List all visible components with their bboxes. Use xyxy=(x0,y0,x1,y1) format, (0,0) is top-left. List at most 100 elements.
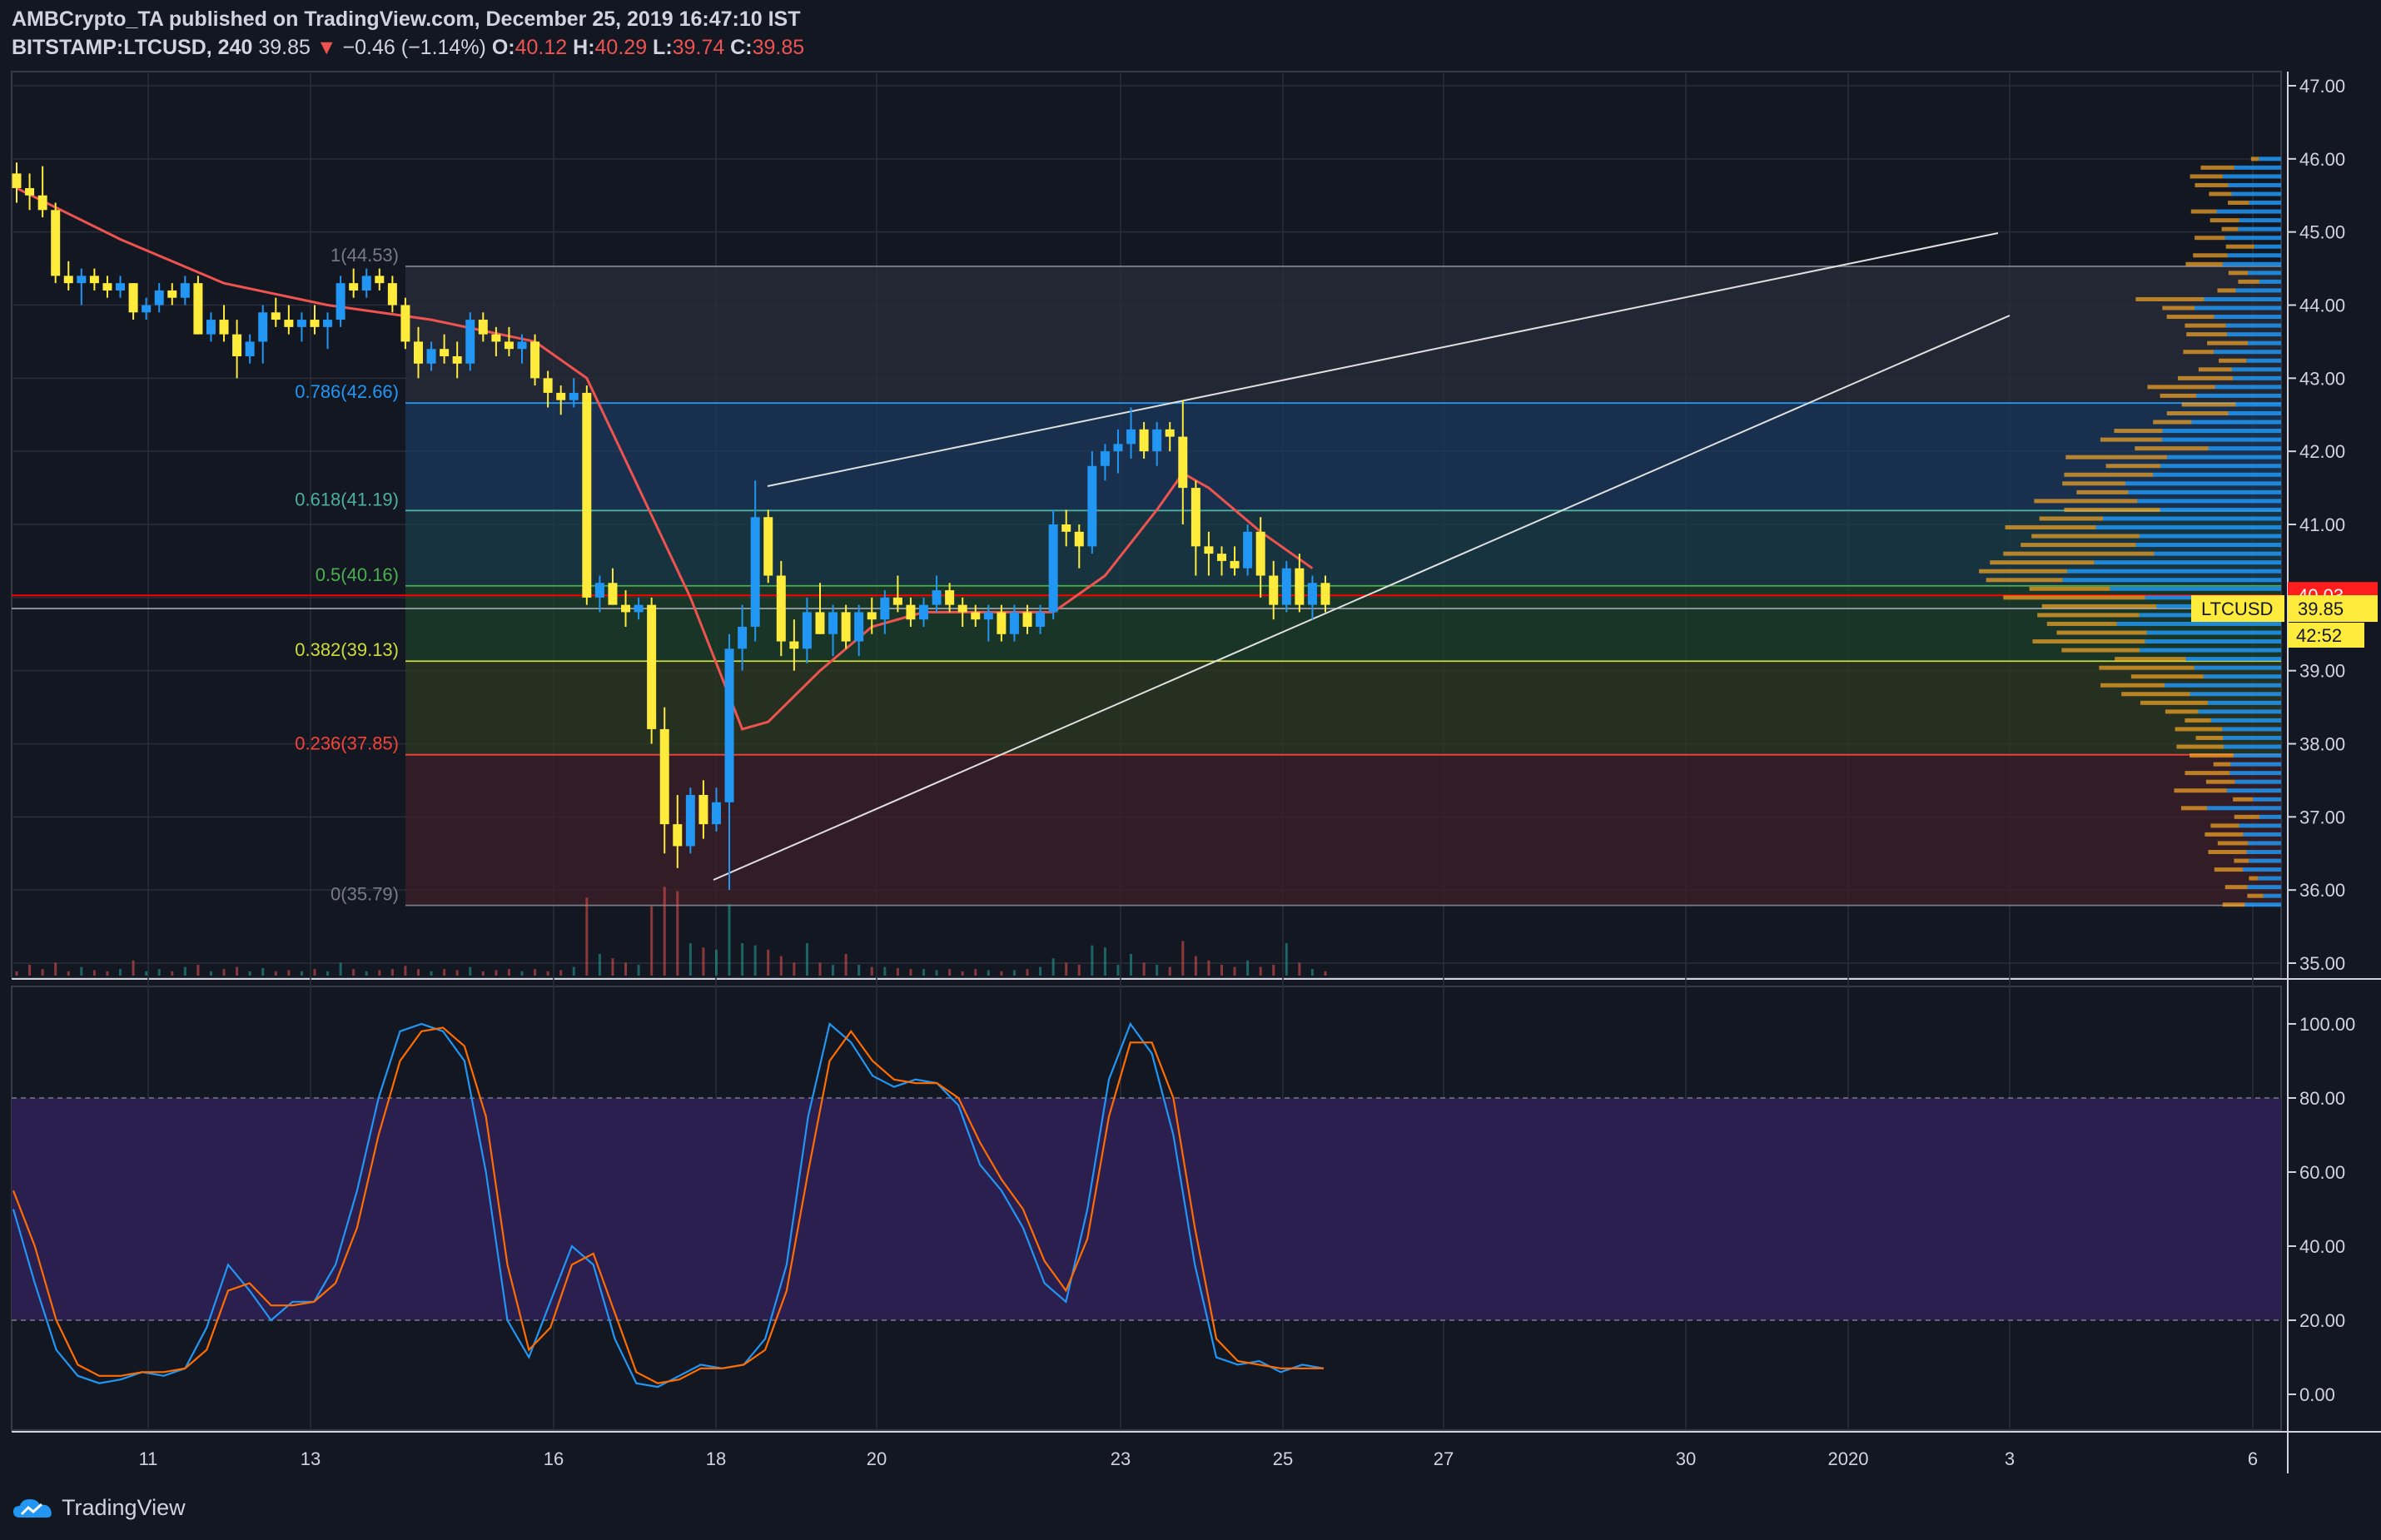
volume-profile-down xyxy=(2210,218,2239,223)
candle-body xyxy=(142,305,152,313)
volume-bar xyxy=(948,969,952,976)
candle-body xyxy=(167,290,177,298)
candle-body xyxy=(89,276,99,284)
candle-body xyxy=(634,604,644,613)
volume-bar xyxy=(1207,960,1210,976)
time-tick-label: 25 xyxy=(1273,1448,1293,1469)
volume-profile-down xyxy=(2181,402,2236,407)
volume-bar xyxy=(28,965,32,976)
volume-bar xyxy=(106,971,109,976)
candle-body xyxy=(284,320,294,327)
volume-profile-up xyxy=(2243,867,2281,872)
volume-profile-down xyxy=(2222,902,2245,907)
volume-profile-up xyxy=(2140,648,2281,653)
candle-body xyxy=(77,276,87,284)
price-tick-label: 38.00 xyxy=(2299,734,2345,755)
volume-profile-down xyxy=(2210,823,2239,828)
volume-bar xyxy=(546,971,549,976)
volume-bar xyxy=(1000,971,1003,976)
candle-body xyxy=(413,341,423,364)
volume-profile-down xyxy=(2003,551,2155,556)
volume-profile-up xyxy=(2247,885,2281,890)
candle-body xyxy=(271,312,281,320)
candle-body xyxy=(452,355,462,364)
volume-bar xyxy=(15,971,18,976)
countdown-tag xyxy=(2288,623,2364,648)
tradingview-logo[interactable]: TradingView xyxy=(12,1495,186,1521)
volume-profile-up xyxy=(2094,560,2281,565)
candle-body xyxy=(582,392,592,598)
candle-body xyxy=(932,590,942,605)
volume-bar xyxy=(1233,966,1236,976)
volume-profile-up xyxy=(2216,209,2281,214)
volume-profile-down xyxy=(2193,253,2228,258)
volume-profile-down xyxy=(2029,586,2110,591)
volume-bar xyxy=(339,962,342,976)
volume-bar xyxy=(883,966,887,976)
candle-body xyxy=(206,320,216,335)
volume-bar xyxy=(261,967,265,976)
volume-profile-up xyxy=(2139,534,2281,539)
candle-body xyxy=(815,612,825,634)
volume-bar xyxy=(559,970,563,976)
fib-level-label: 0.5(40.16) xyxy=(316,564,399,585)
price-tick-label: 45.00 xyxy=(2299,222,2345,243)
volume-bar xyxy=(818,962,822,976)
volume-bar xyxy=(1285,943,1288,976)
volume-profile-down xyxy=(2140,700,2208,705)
volume-profile-up xyxy=(2214,315,2281,320)
volume-profile-up xyxy=(2146,630,2281,635)
volume-profile-down xyxy=(2031,534,2140,539)
low-value: 39.74 xyxy=(672,36,725,59)
time-tick-label: 6 xyxy=(2248,1448,2258,1469)
volume-profile-down xyxy=(2130,674,2204,679)
volume-profile-down xyxy=(2233,797,2254,802)
volume-profile-up xyxy=(2254,244,2281,249)
volume-bar xyxy=(1168,966,1171,976)
volume-bar xyxy=(585,897,589,976)
candle-body xyxy=(957,604,967,613)
volume-profile-down xyxy=(2209,191,2232,196)
candle-body xyxy=(1022,612,1032,627)
volume-profile-down xyxy=(2076,489,2129,494)
volume-bar xyxy=(1077,965,1081,976)
volume-profile-down xyxy=(2228,271,2249,276)
volume-profile-down xyxy=(2200,165,2234,170)
volume-profile-up xyxy=(2125,481,2281,486)
volume-bar xyxy=(416,969,420,976)
candle-body xyxy=(1100,451,1110,466)
osc-tick-label: 0.00 xyxy=(2299,1384,2335,1405)
volume-bar xyxy=(598,954,601,976)
candle-body xyxy=(647,604,657,729)
fib-zone xyxy=(405,510,2281,586)
volume-profile-up xyxy=(2222,727,2281,732)
volume-profile-down xyxy=(2121,692,2190,697)
volume-bar xyxy=(80,966,83,976)
volume-profile-down xyxy=(2190,174,2223,179)
volume-bar xyxy=(922,969,926,976)
volume-bar xyxy=(1026,969,1029,976)
volume-profile-up xyxy=(2235,288,2281,293)
volume-profile-down xyxy=(2064,507,2160,512)
fib-zone xyxy=(405,585,2281,662)
volume-profile-up xyxy=(2116,621,2281,626)
volume-bar xyxy=(378,970,381,976)
candle-body xyxy=(1230,560,1240,569)
volume-profile-up xyxy=(2248,271,2281,276)
volume-bar xyxy=(714,949,718,976)
volume-profile-up xyxy=(2235,402,2281,407)
candle-body xyxy=(1139,429,1149,452)
candle-body xyxy=(983,612,993,620)
volume-profile-down xyxy=(2166,410,2229,415)
fib-zone xyxy=(405,403,2281,511)
stoch-d-line xyxy=(12,1026,1324,1384)
candle-body xyxy=(491,334,501,342)
volume-profile-up xyxy=(2160,464,2281,469)
candle-body xyxy=(841,612,851,642)
candle-body xyxy=(802,612,812,649)
open-value: 40.12 xyxy=(514,36,568,59)
fib-zone xyxy=(405,754,2281,906)
volume-profile-down xyxy=(2135,446,2209,451)
volume-profile-down xyxy=(2034,499,2138,504)
